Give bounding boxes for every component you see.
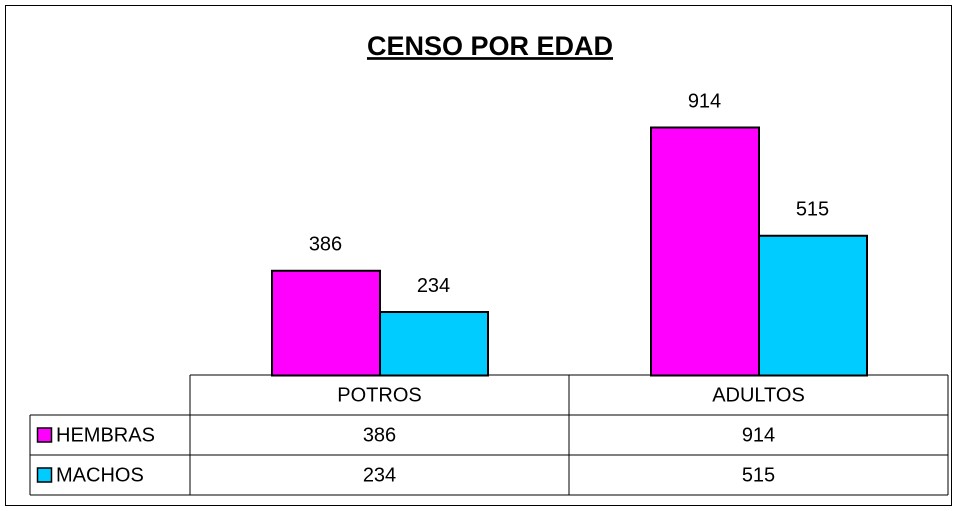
data-label: 234 [417, 275, 450, 297]
legend-key [36, 467, 53, 483]
data-label: 914 [688, 90, 721, 112]
legend-label: HEMBRAS [56, 424, 155, 446]
chart-title: CENSO POR EDAD [367, 31, 613, 61]
legend-key [36, 427, 53, 443]
table-cell: 515 [742, 464, 775, 486]
table-cell: 914 [742, 424, 775, 446]
x-tick-label: POTROS [337, 384, 421, 406]
data-label: 386 [309, 234, 342, 256]
x-tick-label: ADULTOS [712, 384, 805, 406]
bar [650, 126, 760, 377]
table-cell: 386 [363, 424, 396, 446]
table-cell: 234 [363, 464, 396, 486]
legend-label: MACHOS [56, 464, 144, 486]
bar [271, 269, 381, 377]
data-label: 515 [796, 199, 829, 221]
bar [758, 234, 868, 377]
bar [379, 311, 489, 377]
